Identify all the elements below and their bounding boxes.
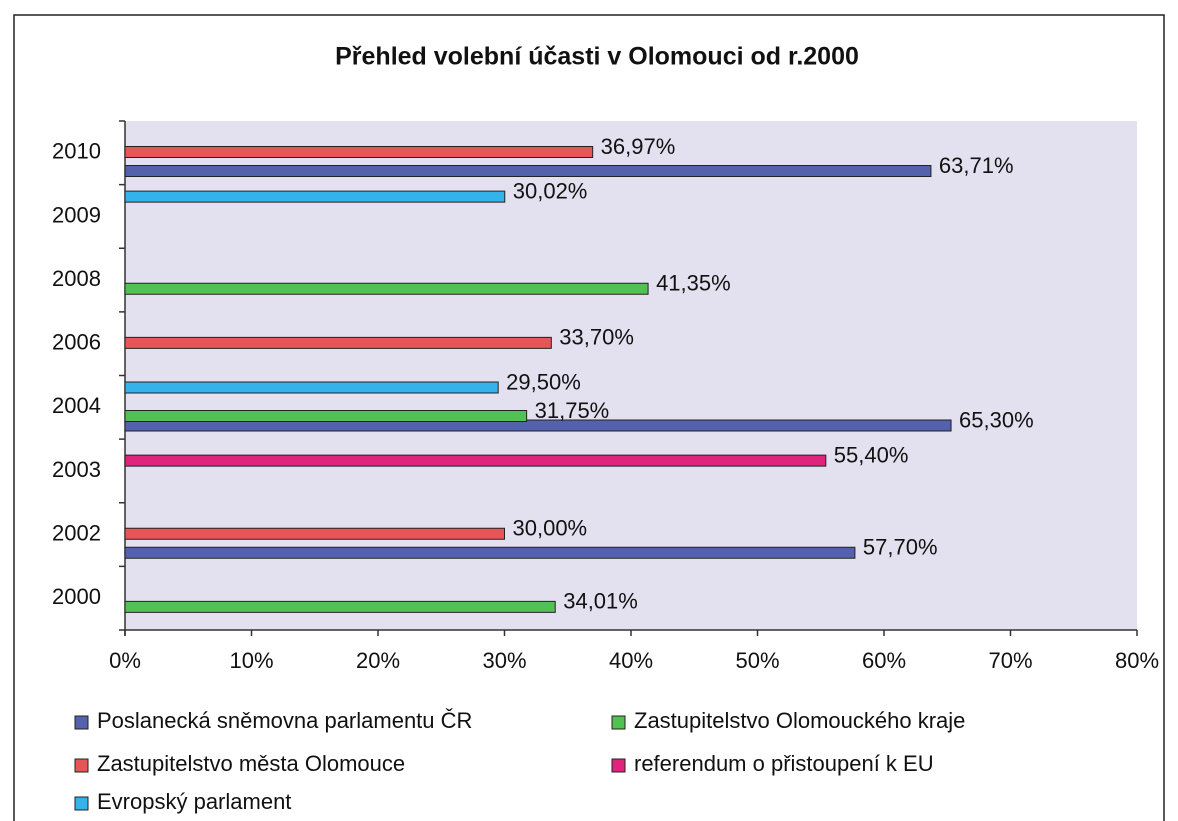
plot-area xyxy=(125,121,1137,630)
value-label: 33,70% xyxy=(559,325,634,350)
x-tick-label: 60% xyxy=(862,648,906,673)
bar xyxy=(124,282,649,295)
bar xyxy=(124,336,552,349)
y-tick-label: 2002 xyxy=(52,520,101,545)
legend-swatch xyxy=(611,758,626,773)
value-label: 36,97% xyxy=(601,134,676,159)
x-tick-label: 40% xyxy=(609,648,653,673)
legend-swatch xyxy=(611,715,626,730)
legend-label: Zastupitelstvo města Olomouce xyxy=(97,751,405,776)
x-tick-label: 10% xyxy=(229,648,273,673)
y-tick-label: 2010 xyxy=(52,139,101,164)
value-label: 55,40% xyxy=(834,442,909,467)
bar xyxy=(124,527,505,540)
y-tick-label: 2006 xyxy=(52,330,101,355)
legend-label: referendum o přistoupení k EU xyxy=(634,751,934,776)
value-label: 30,02% xyxy=(513,178,588,203)
value-label: 34,01% xyxy=(563,589,638,614)
bar xyxy=(124,190,506,203)
y-tick-label: 2004 xyxy=(52,393,101,418)
y-tick-label: 2009 xyxy=(52,202,101,227)
value-label: 65,30% xyxy=(959,407,1034,432)
legend-label: Evropský parlament xyxy=(97,789,291,814)
value-label: 57,70% xyxy=(863,535,938,560)
value-label: 63,71% xyxy=(939,153,1014,178)
value-label: 31,75% xyxy=(535,398,610,423)
bar xyxy=(124,454,827,467)
x-tick-label: 0% xyxy=(109,648,141,673)
y-tick-label: 2000 xyxy=(52,584,101,609)
value-label: 30,00% xyxy=(513,516,588,541)
y-tick-label: 2003 xyxy=(52,457,101,482)
value-label: 41,35% xyxy=(656,271,731,296)
x-tick-label: 20% xyxy=(356,648,400,673)
x-tick-label: 30% xyxy=(482,648,526,673)
legend-swatch xyxy=(74,758,89,773)
x-tick-label: 70% xyxy=(988,648,1032,673)
bar xyxy=(124,600,556,613)
bar xyxy=(124,381,499,394)
value-label: 29,50% xyxy=(506,369,581,394)
bar xyxy=(124,165,932,177)
bar xyxy=(124,419,952,432)
chart-title: Přehled volební účasti v Olomouci od r.2… xyxy=(335,43,859,71)
legend-label: Zastupitelstvo Olomouckého kraje xyxy=(634,708,965,733)
legend-swatch xyxy=(74,715,89,730)
y-tick-label: 2008 xyxy=(52,266,101,291)
legend-swatch xyxy=(74,796,89,811)
bar xyxy=(124,546,856,559)
x-tick-label: 80% xyxy=(1115,648,1159,673)
bar xyxy=(124,410,528,422)
legend-label: Poslanecká sněmovna parlamentu ČR xyxy=(97,708,472,733)
x-tick-label: 50% xyxy=(735,648,779,673)
bar xyxy=(124,146,594,158)
